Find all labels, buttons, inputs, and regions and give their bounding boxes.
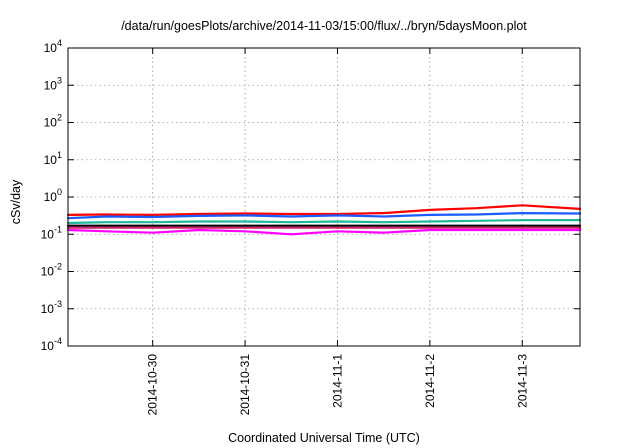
y-tick-label: 102 [44, 113, 62, 130]
y-axis-label: cSv/day [9, 179, 23, 224]
x-axis-ticks: 2014-10-30 2014-10-31 2014-11-1 2014-11-2 20… [146, 48, 529, 416]
x-tick-label: 2014-10-31 [238, 354, 252, 416]
x-tick-label: 2014-11-2 [423, 354, 437, 408]
grid [68, 47, 580, 347]
y-axis-ticks: 10-4 10-3 10-2 10-1 100 101 102 103 104 [41, 38, 580, 353]
y-tick-label: 10-1 [41, 224, 62, 241]
y-tick-label: 100 [44, 187, 62, 204]
y-tick-label: 104 [44, 38, 62, 55]
series-2-line [66, 219, 582, 225]
y-tick-label: 10-4 [41, 336, 62, 353]
y-tick-label: 10-3 [41, 299, 62, 316]
y-tick-label: 103 [44, 75, 62, 92]
y-tick-label: 10-2 [41, 262, 62, 279]
x-tick-label: 2014-10-30 [146, 354, 160, 416]
series-5-line [66, 228, 582, 236]
x-tick-label: 2014-11-3 [515, 354, 529, 408]
series-1-line [66, 212, 582, 220]
y-tick-label: 101 [44, 150, 62, 167]
x-tick-label: 2014-11-1 [330, 354, 344, 408]
chart-title: /data/run/goesPlots/archive/2014-11-03/1… [121, 19, 527, 33]
x-axis-label: Coordinated Universal Time (UTC) [228, 431, 420, 445]
series-layer [66, 204, 582, 236]
series-0-line [66, 204, 582, 216]
